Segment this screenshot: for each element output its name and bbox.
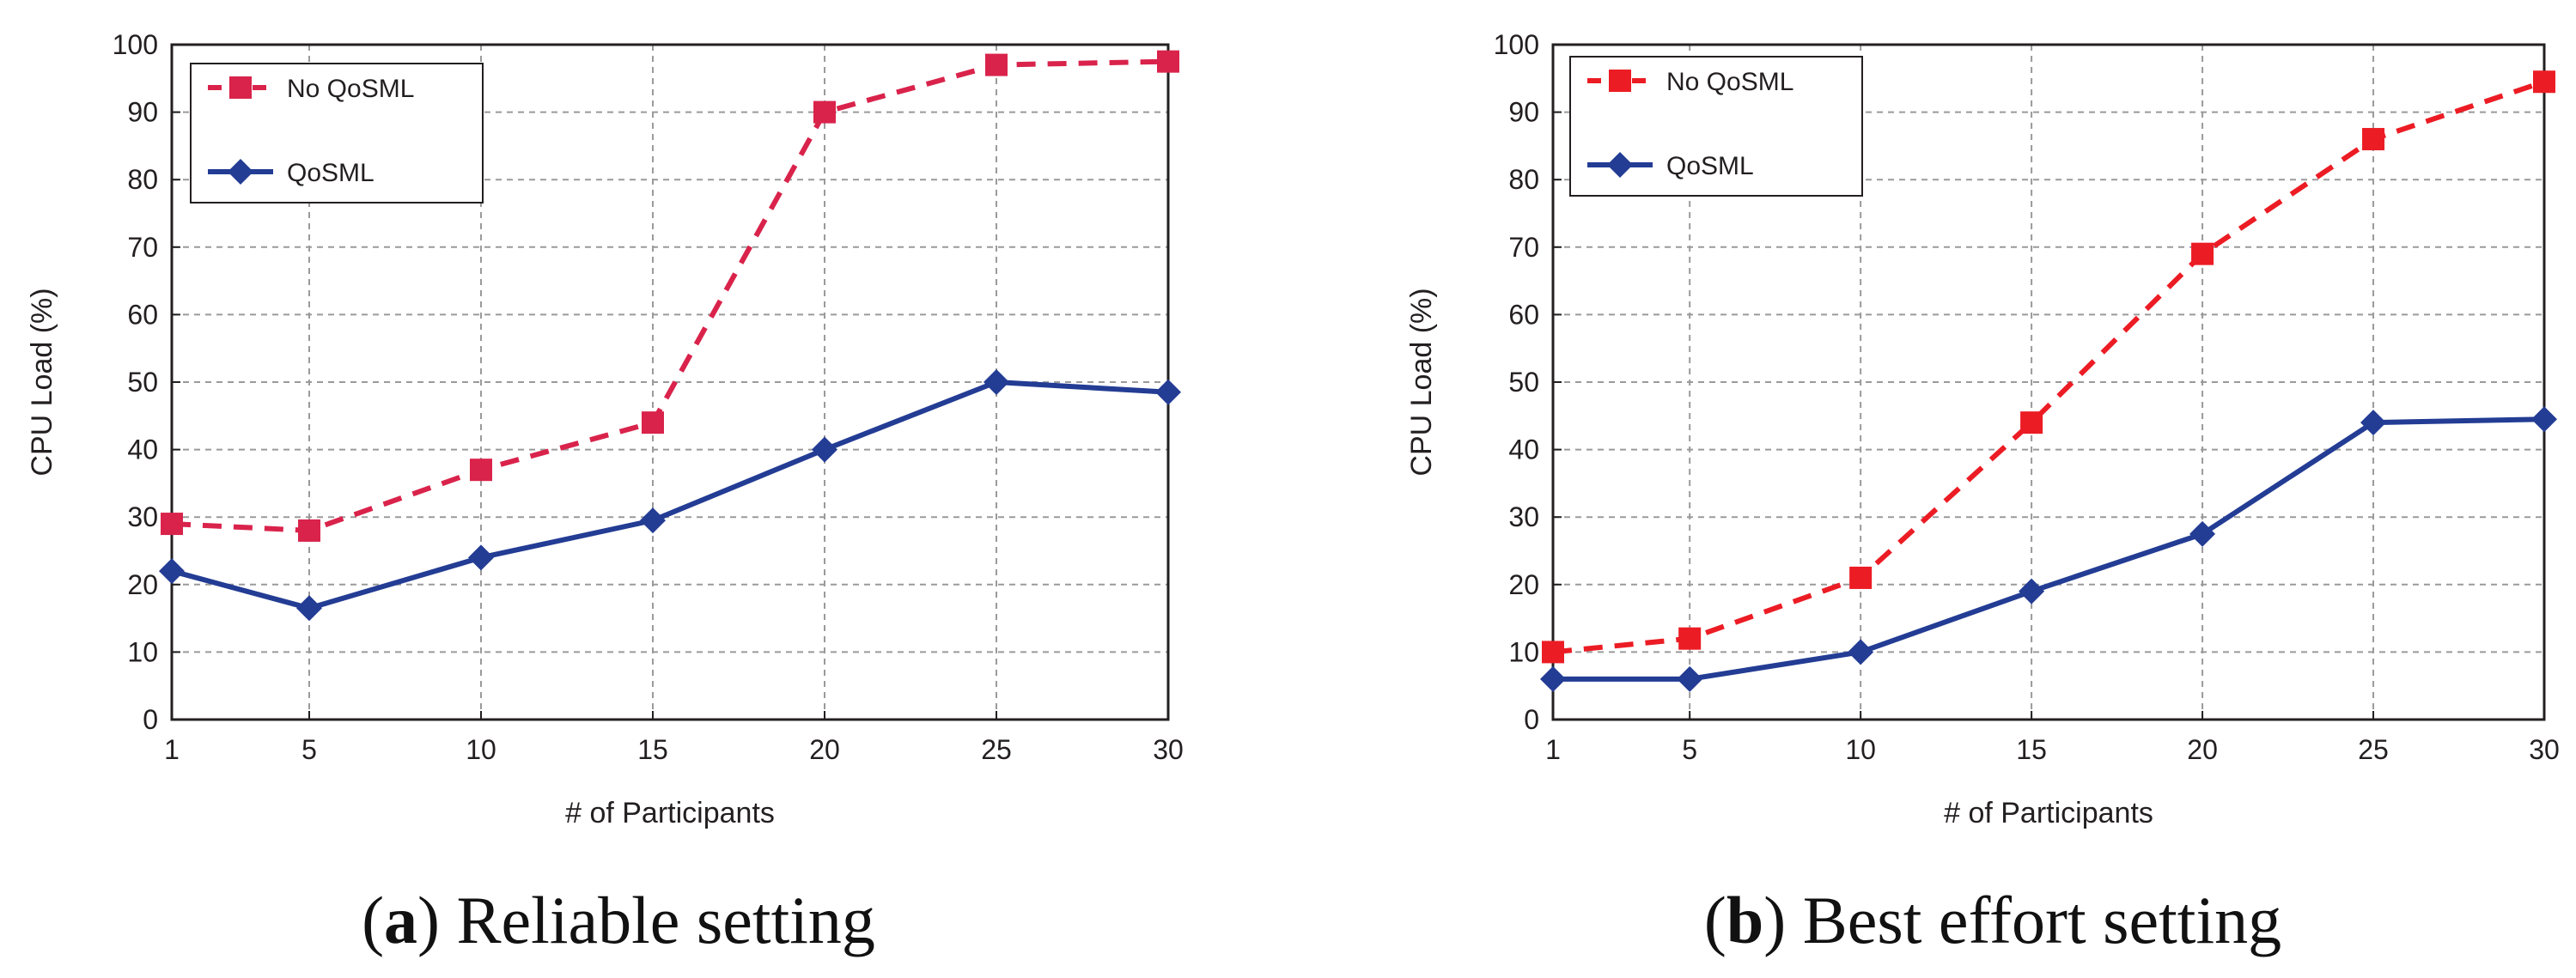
data-point xyxy=(2020,411,2043,434)
y-tick-label: 50 xyxy=(1508,367,1539,398)
data-point xyxy=(161,513,183,536)
x-tick-label: 15 xyxy=(2016,734,2047,765)
data-point xyxy=(1540,665,1566,692)
y-tick-label: 70 xyxy=(1508,232,1539,263)
x-tick-label: 10 xyxy=(466,734,496,765)
y-tick-label: 40 xyxy=(127,434,158,465)
x-tick-label: 5 xyxy=(1682,734,1697,765)
data-point xyxy=(1157,50,1179,73)
y-tick-label: 0 xyxy=(143,704,158,735)
data-point xyxy=(159,558,185,585)
y-tick-label: 80 xyxy=(127,164,158,195)
data-point xyxy=(468,544,494,571)
y-tick-label: 20 xyxy=(127,569,158,600)
y-axis-label: CPU Load (%) xyxy=(26,288,58,476)
x-tick-label: 30 xyxy=(2529,734,2560,765)
y-tick-label: 30 xyxy=(1508,501,1539,532)
series-qosml xyxy=(1540,406,2557,692)
data-point xyxy=(984,369,1009,395)
legend-marker xyxy=(1609,70,1631,92)
y-tick-label: 90 xyxy=(1508,97,1539,128)
series-no-qosml xyxy=(1542,70,2555,664)
x-tick-label: 5 xyxy=(301,734,317,765)
y-axis-label: CPU Load (%) xyxy=(1405,288,1438,476)
data-point xyxy=(813,100,836,124)
data-point xyxy=(296,595,322,622)
legend-label: QoSML xyxy=(287,159,375,187)
x-tick-label: 1 xyxy=(1545,734,1561,765)
y-tick-label: 0 xyxy=(1524,704,1539,735)
data-point xyxy=(1678,627,1702,650)
x-tick-label: 15 xyxy=(637,734,668,765)
data-point xyxy=(470,459,492,482)
series-line xyxy=(1553,416,2545,682)
data-point xyxy=(2360,410,2387,436)
data-point xyxy=(2189,520,2216,547)
y-tick-label: 100 xyxy=(1494,29,1539,60)
y-tick-label: 60 xyxy=(127,299,158,330)
data-point xyxy=(2019,578,2045,604)
y-tick-label: 60 xyxy=(1508,299,1539,330)
data-point xyxy=(642,411,664,434)
legend: No QoSML QoSML xyxy=(1569,56,1863,197)
y-tick-label: 40 xyxy=(1508,434,1539,465)
y-tick-label: 30 xyxy=(127,501,158,532)
y-tick-label: 80 xyxy=(1508,164,1539,195)
y-tick-label: 70 xyxy=(127,232,158,263)
data-point xyxy=(985,53,1008,76)
data-point xyxy=(1849,566,1873,589)
y-tick-label: 10 xyxy=(1508,636,1539,667)
data-point xyxy=(298,519,320,542)
data-point xyxy=(2531,406,2557,433)
data-point xyxy=(2362,128,2385,151)
data-point xyxy=(1677,665,1703,692)
x-tick-label: 1 xyxy=(164,734,180,765)
x-tick-label: 30 xyxy=(1153,734,1184,765)
data-point xyxy=(812,436,837,463)
series-qosml xyxy=(159,369,1181,622)
legend-label: No QoSML xyxy=(287,75,414,103)
series-line xyxy=(171,380,1169,611)
x-tick-label: 25 xyxy=(2358,734,2389,765)
figure-caption: (b) Best effort setting xyxy=(1704,883,2281,957)
y-tick-label: 50 xyxy=(127,367,158,398)
data-point xyxy=(2191,242,2214,265)
y-tick-label: 90 xyxy=(127,97,158,128)
legend-marker xyxy=(229,76,252,99)
data-point xyxy=(1155,379,1181,405)
x-axis-label: # of Participants xyxy=(565,797,775,829)
x-tick-label: 20 xyxy=(809,734,840,765)
data-point xyxy=(2533,70,2555,94)
data-point xyxy=(1542,641,1564,664)
legend: No QoSML QoSML xyxy=(190,63,484,203)
y-tick-label: 100 xyxy=(113,29,158,60)
legend-label: QoSML xyxy=(1666,152,1754,180)
series-no-qosml xyxy=(161,50,1179,542)
x-axis-label: # of Participants xyxy=(1944,797,2153,829)
y-tick-label: 10 xyxy=(127,636,158,667)
legend-marker xyxy=(1607,152,1633,178)
x-tick-label: 25 xyxy=(981,734,1012,765)
data-point xyxy=(640,507,666,534)
x-tick-label: 10 xyxy=(1845,734,1876,765)
x-tick-label: 20 xyxy=(2187,734,2218,765)
data-point xyxy=(1848,639,1874,665)
legend-label: No QoSML xyxy=(1666,68,1793,96)
figure-caption: (a) Reliable setting xyxy=(362,883,875,957)
legend-marker xyxy=(228,159,253,185)
y-tick-label: 20 xyxy=(1508,569,1539,600)
